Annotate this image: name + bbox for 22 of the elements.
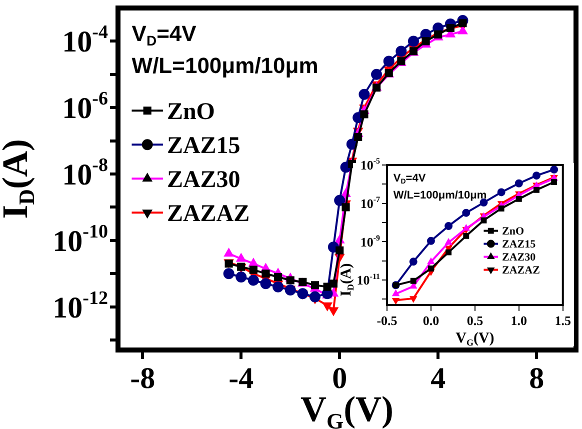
legend-label: ZAZ15 [166,133,240,159]
annotation: W/L=100μm/10μm [393,190,487,202]
legend-label: ZAZ15 [502,238,536,251]
x-tick-label: 8 [529,362,544,395]
x-tick-label: -8 [130,362,156,395]
y-axis-title: ID(A) [0,139,40,219]
legend-label: ZnO [166,99,215,125]
x-tick-label: -4 [228,362,254,395]
legend-label: ZnO [502,226,524,238]
x-tick-label: 4 [430,362,446,395]
legend-label: ZAZAZ [502,264,540,277]
x-tick-label: 0 [332,362,348,395]
x-tick-label: -0.5 [376,313,398,328]
y-axis-title: ID(A) [338,263,356,296]
x-tick-label: 1.0 [510,313,528,328]
legend-label: ZAZAZ [166,201,250,227]
x-tick-label: 1.5 [554,313,572,328]
x-tick-label: 0.5 [466,313,484,328]
legend-label: ZAZ30 [166,167,240,193]
x-tick-label: 0.0 [422,313,440,328]
annotation: W/L=100μm/10μm [132,53,318,78]
legend-label: ZAZ30 [502,252,536,264]
